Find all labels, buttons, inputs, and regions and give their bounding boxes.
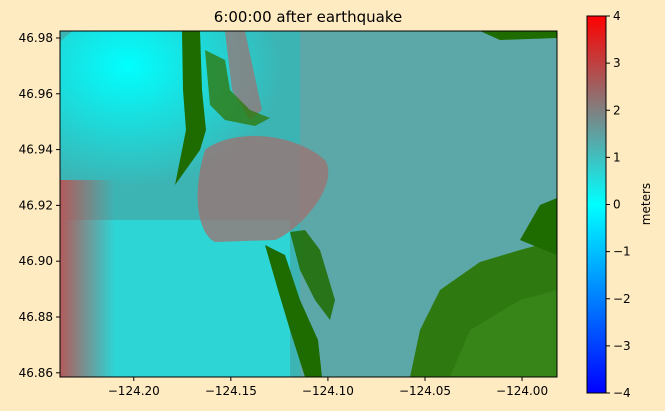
colorbar-axis: 4 3 2 1 0 −1 −2 −3 −4: [606, 9, 631, 400]
colorbar-tick-label: 2: [613, 103, 621, 117]
colorbar-label: meters: [639, 183, 653, 225]
x-tick-label: −124.10: [302, 384, 354, 398]
south-marsh-land: [290, 230, 335, 320]
colorbar-tick-label: −4: [613, 386, 631, 400]
y-tick-label: 46.88: [19, 310, 53, 324]
north-marsh-land: [205, 50, 270, 126]
y-tick-label: 46.92: [19, 198, 53, 212]
colorbar-tick-label: −2: [613, 292, 631, 306]
colorbar-tick-label: 1: [613, 150, 621, 164]
plot-frame: [59, 30, 558, 378]
heatmap: [60, 31, 557, 377]
south-peninsula-land: [265, 245, 322, 377]
y-tick-label: 46.98: [19, 31, 53, 45]
colorbar-tick-label: −3: [613, 339, 631, 353]
x-tick-label: −124.20: [108, 384, 160, 398]
y-tick-label: 46.86: [19, 366, 53, 380]
x-tick-label: −124.00: [496, 384, 548, 398]
x-tick-label: −124.15: [205, 384, 257, 398]
colorbar: [586, 15, 607, 394]
x-tick-label: −124.05: [399, 384, 451, 398]
north-shore-land: [480, 31, 557, 40]
x-axis: −124.20 −124.15 −124.10 −124.05 −124.00: [108, 377, 548, 398]
colorbar-tick-label: 4: [613, 9, 621, 23]
y-tick-label: 46.90: [19, 254, 53, 268]
colorbar-tick-label: 0: [613, 198, 621, 212]
colorbar-tick-label: 3: [613, 56, 621, 70]
y-tick-label: 46.94: [19, 143, 53, 157]
y-tick-label: 46.96: [19, 87, 53, 101]
y-axis: 46.98 46.96 46.94 46.92 46.90 46.88 46.86: [19, 31, 60, 380]
north-peninsula-land: [175, 31, 206, 185]
east-hills: [450, 290, 557, 377]
north-inlet-region: [225, 31, 262, 120]
bay-region: [197, 136, 329, 242]
east-land: [520, 198, 557, 255]
colorbar-tick-label: −1: [613, 245, 631, 259]
chart-title: 6:00:00 after earthquake: [214, 8, 402, 26]
high-water-strip: [60, 180, 115, 377]
